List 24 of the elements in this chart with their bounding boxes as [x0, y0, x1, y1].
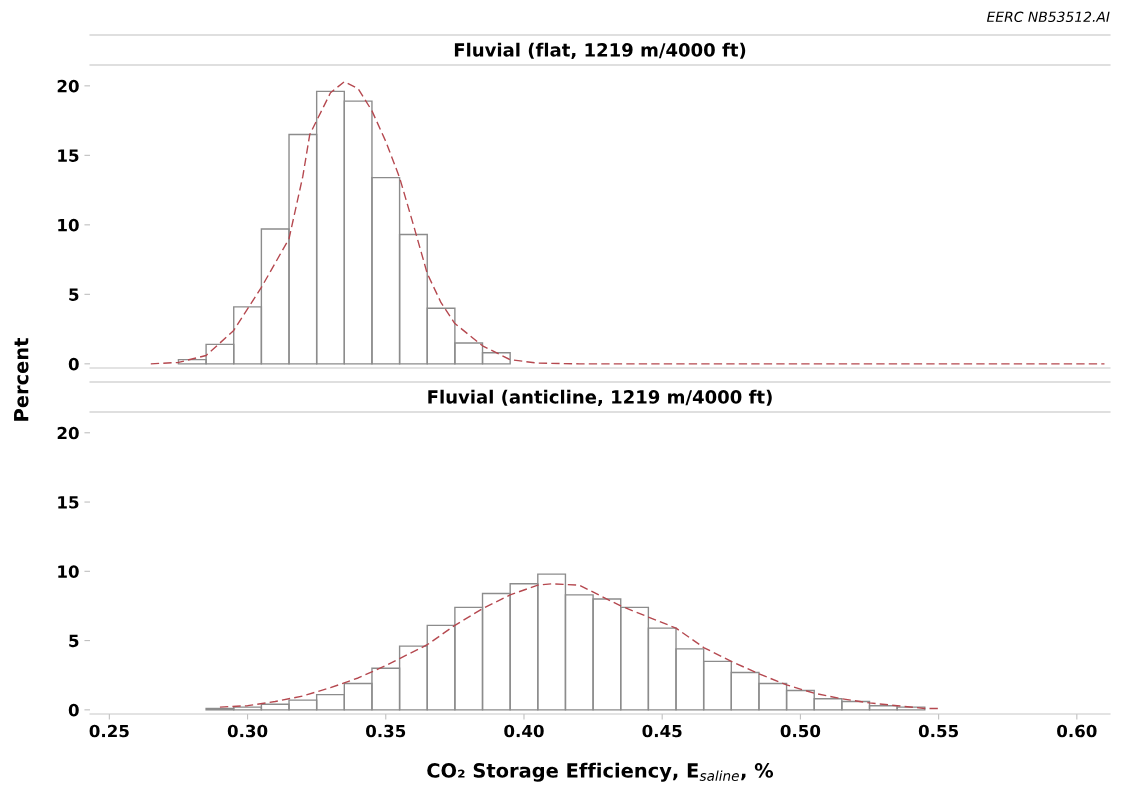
- y-tick-label: 0: [68, 357, 79, 371]
- x-tick-label: 0.55: [918, 724, 959, 738]
- y-tick-label: 10: [58, 218, 79, 232]
- x-tick-label: 0.25: [89, 724, 129, 738]
- line-series: [150, 80, 1106, 365]
- x-tick-label: 0.40: [504, 724, 544, 738]
- y-tick-label: 15: [58, 496, 79, 509]
- x-axis-title: CO₂ Storage Efficiency, E$_{saline}$, %: [427, 762, 774, 782]
- y-tick-label: 0: [68, 703, 79, 717]
- x-tick-label: 0.60: [1057, 724, 1097, 738]
- y-tick-label: 5: [69, 288, 79, 301]
- y-tick-label: 15: [58, 149, 79, 162]
- y-axis-title: Percent: [14, 338, 29, 421]
- y-tick-label: 10: [58, 565, 79, 578]
- text: EERC NB53512.AI: [986, 11, 1110, 23]
- y-tick-label: 20: [57, 79, 79, 93]
- chart-title: Fluvial (anticline, 1219 m/4000 ft): [428, 389, 772, 407]
- chart-title: Fluvial (flat, 1219 m/4000 ft): [454, 42, 746, 60]
- x-tick-label: 0.30: [227, 724, 268, 738]
- x-tick-label: 0.50: [780, 724, 821, 738]
- x-tick-label: 0.35: [366, 724, 406, 738]
- y-tick-label: 5: [69, 634, 79, 648]
- y-tick-label: 20: [57, 426, 79, 440]
- x-tick-label: 0.45: [642, 724, 682, 738]
